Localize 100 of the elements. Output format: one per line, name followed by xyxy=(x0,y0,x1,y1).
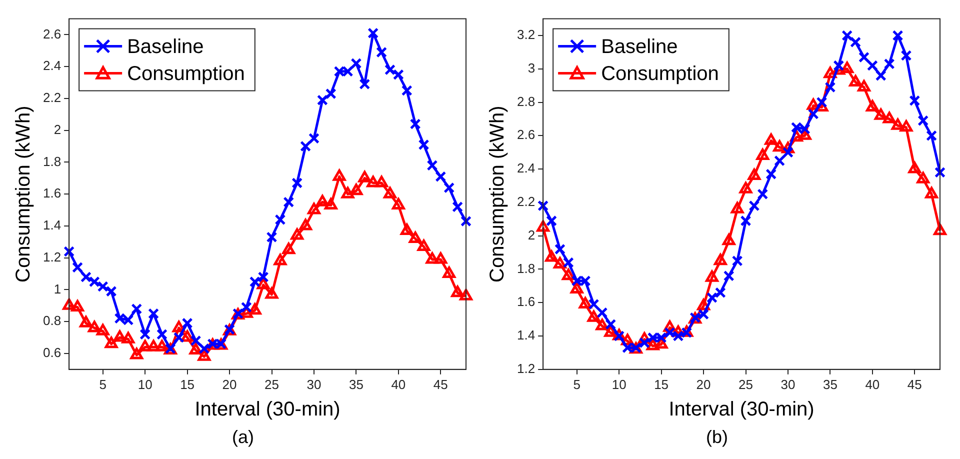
point xyxy=(350,184,363,196)
point xyxy=(451,286,464,298)
y-tick-label: 1.2 xyxy=(516,360,536,376)
point xyxy=(96,324,110,336)
point xyxy=(265,287,278,299)
point xyxy=(656,332,667,344)
point xyxy=(418,139,430,150)
point xyxy=(858,80,870,92)
point xyxy=(605,318,616,330)
point xyxy=(587,310,600,322)
point xyxy=(113,330,126,342)
point xyxy=(283,196,294,208)
point xyxy=(596,307,608,318)
y-axis-title: Consumption (kWh) xyxy=(486,106,509,282)
x-tick-label: 40 xyxy=(865,376,880,392)
point xyxy=(173,332,184,344)
point xyxy=(122,332,135,344)
y-tick-label: 2.6 xyxy=(516,127,536,142)
point xyxy=(334,66,345,77)
point xyxy=(918,115,929,126)
point xyxy=(730,202,744,214)
point xyxy=(282,242,296,254)
point xyxy=(368,28,379,39)
point xyxy=(274,214,286,226)
x-tick-label: 20 xyxy=(222,376,237,392)
point xyxy=(926,130,938,142)
point xyxy=(426,252,439,264)
point xyxy=(341,186,354,198)
point xyxy=(714,287,726,298)
point xyxy=(324,198,338,210)
text: (a) xyxy=(232,426,254,448)
x-tick-label: 30 xyxy=(780,376,796,392)
point xyxy=(64,246,75,257)
point xyxy=(588,298,600,310)
point xyxy=(417,239,430,251)
point xyxy=(766,168,777,180)
point xyxy=(444,182,455,194)
point xyxy=(401,85,412,96)
point xyxy=(842,30,853,41)
point xyxy=(332,169,346,181)
y-tick-label: 1 xyxy=(54,281,62,296)
point xyxy=(570,282,584,294)
legend-label: Baseline xyxy=(601,36,678,58)
point xyxy=(308,132,320,144)
point xyxy=(248,303,262,315)
x-tick-label: 30 xyxy=(306,376,322,392)
point xyxy=(545,250,558,262)
point xyxy=(874,108,888,120)
point xyxy=(571,275,582,286)
point xyxy=(452,201,464,212)
point xyxy=(384,64,396,76)
y-tick-label: 1.6 xyxy=(42,186,62,201)
point xyxy=(88,320,101,332)
point xyxy=(240,302,252,313)
y-tick-label: 2.4 xyxy=(42,58,62,74)
point xyxy=(816,96,828,108)
y-tick-label: 2 xyxy=(528,227,536,242)
point xyxy=(300,140,312,152)
x-tick-label: 40 xyxy=(391,376,406,392)
point xyxy=(538,200,549,212)
y-tick-label: 1.8 xyxy=(42,154,62,169)
point xyxy=(408,231,422,243)
x-axis-title: Interval (30-min) xyxy=(194,398,340,421)
point xyxy=(400,224,414,236)
point xyxy=(554,244,566,255)
point xyxy=(147,340,160,352)
point xyxy=(106,286,117,297)
point xyxy=(808,108,819,120)
point xyxy=(435,171,446,182)
point xyxy=(342,66,354,77)
point xyxy=(122,314,134,326)
point xyxy=(706,270,718,282)
point xyxy=(849,74,862,86)
point xyxy=(562,257,574,268)
y-tick-label: 2.8 xyxy=(516,94,536,109)
point xyxy=(130,348,144,360)
point xyxy=(546,215,558,226)
point xyxy=(131,303,142,314)
point xyxy=(900,120,913,132)
x-tick-label: 5 xyxy=(99,376,106,392)
point xyxy=(536,220,550,232)
point xyxy=(71,300,84,312)
point xyxy=(748,168,761,180)
point xyxy=(740,215,752,226)
point xyxy=(799,123,810,134)
y-tick-label: 1.4 xyxy=(42,218,62,233)
point xyxy=(80,316,92,328)
point xyxy=(266,232,278,243)
point xyxy=(908,162,922,174)
x-tick-label: 45 xyxy=(433,376,448,392)
point xyxy=(900,50,912,62)
point xyxy=(189,343,202,355)
point xyxy=(156,328,168,340)
point xyxy=(88,276,100,288)
point xyxy=(647,332,658,344)
point xyxy=(580,275,591,286)
point xyxy=(434,252,448,264)
point xyxy=(140,328,151,340)
legend-label: Baseline xyxy=(127,36,204,58)
point xyxy=(62,298,76,310)
